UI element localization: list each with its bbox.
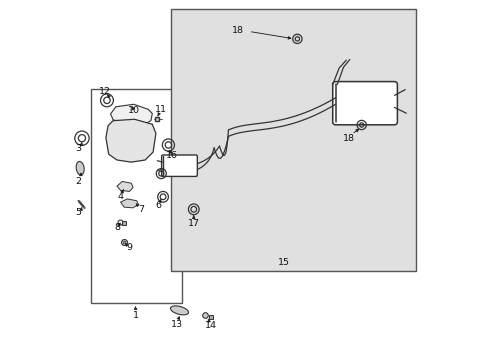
Text: 8: 8 <box>115 222 121 231</box>
Text: 12: 12 <box>98 87 110 96</box>
Text: 5: 5 <box>75 208 81 217</box>
Bar <box>171 9 415 271</box>
Polygon shape <box>121 199 138 208</box>
Text: 3: 3 <box>75 144 81 153</box>
Text: 18: 18 <box>342 134 354 143</box>
Text: 10: 10 <box>127 106 140 115</box>
Text: 15: 15 <box>277 258 289 267</box>
Text: 14: 14 <box>204 321 216 330</box>
Text: 13: 13 <box>170 320 183 329</box>
Text: 4: 4 <box>117 192 123 201</box>
Ellipse shape <box>76 162 84 175</box>
Polygon shape <box>110 104 152 126</box>
FancyBboxPatch shape <box>162 155 197 176</box>
Text: 1: 1 <box>132 311 138 320</box>
Text: 11: 11 <box>155 105 166 114</box>
Text: 6: 6 <box>155 201 161 210</box>
Text: 17: 17 <box>187 219 200 228</box>
Ellipse shape <box>170 306 188 315</box>
Text: 9: 9 <box>126 243 132 252</box>
Text: 18: 18 <box>231 26 244 35</box>
Text: 2: 2 <box>75 177 81 186</box>
Polygon shape <box>106 119 156 162</box>
FancyBboxPatch shape <box>332 82 397 125</box>
Text: 7: 7 <box>138 205 144 214</box>
Polygon shape <box>117 181 133 192</box>
Bar <box>91 89 182 303</box>
Text: 16: 16 <box>165 151 177 160</box>
